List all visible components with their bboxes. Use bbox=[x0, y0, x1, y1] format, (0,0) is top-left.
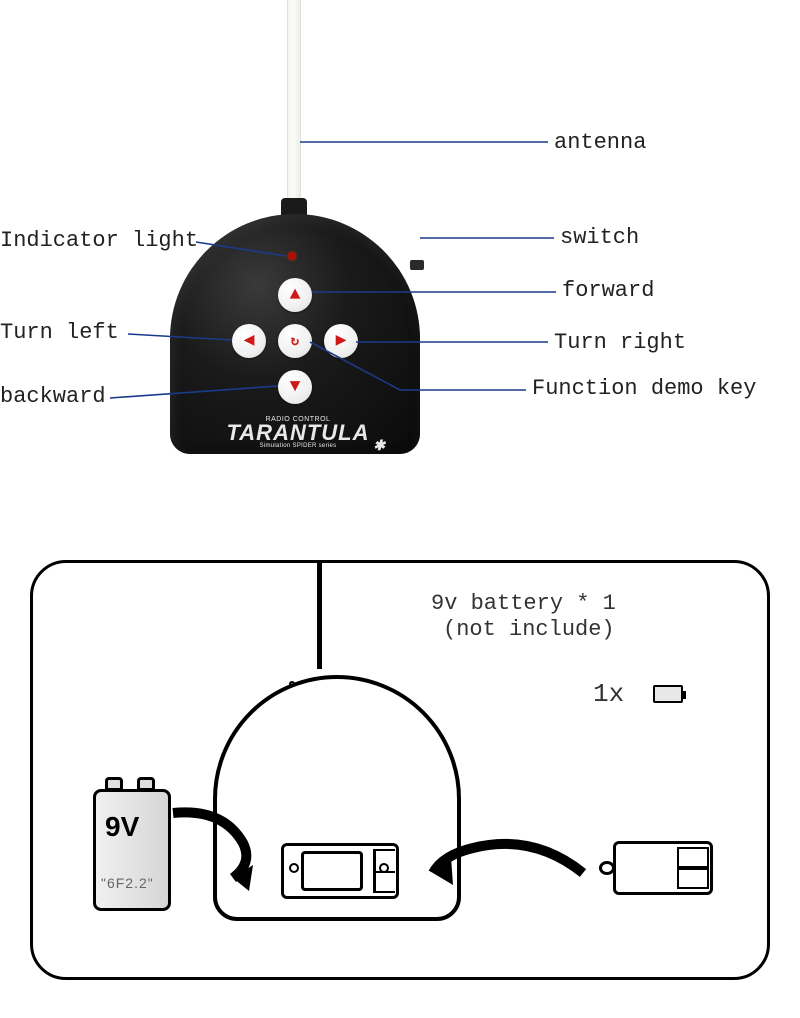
battery-slot bbox=[301, 851, 363, 891]
arrow-right-icon: ▶ bbox=[336, 332, 347, 350]
arrow-left-icon: ◀ bbox=[244, 332, 255, 350]
remote-callout-diagram: ▲ ▼ ◀ ▶ ↻ RADIO CONTROL TARANTULA ✱ Simu… bbox=[0, 0, 800, 540]
demo-icon: ↻ bbox=[291, 333, 299, 350]
antenna bbox=[287, 0, 301, 200]
switch-knob bbox=[410, 260, 424, 270]
spider-icon: ✱ bbox=[373, 439, 386, 452]
outline-indicator bbox=[289, 681, 295, 687]
door-grid bbox=[677, 847, 709, 889]
turn-right-button: ▶ bbox=[324, 324, 358, 358]
leader-lines bbox=[0, 0, 800, 540]
forward-button: ▲ bbox=[278, 278, 312, 312]
label-backward: backward bbox=[0, 384, 106, 409]
label-switch: switch bbox=[560, 225, 639, 250]
battery-note-line2: (not include) bbox=[443, 617, 615, 642]
battery-9v bbox=[93, 789, 171, 911]
brand-title: TARANTULA bbox=[226, 420, 369, 445]
battery-9v-label: 9V bbox=[105, 811, 139, 843]
outline-antenna bbox=[317, 561, 322, 669]
function-demo-button: ↻ bbox=[278, 324, 312, 358]
label-indicator: Indicator light bbox=[0, 228, 198, 253]
compartment-divider bbox=[373, 849, 395, 893]
label-forward: forward bbox=[562, 278, 654, 303]
label-turn-right: Turn right bbox=[554, 330, 686, 355]
indicator-light bbox=[288, 252, 296, 260]
arrow-up-icon: ▲ bbox=[290, 286, 301, 304]
turn-left-button: ◀ bbox=[232, 324, 266, 358]
battery-note-line1: 9v battery * 1 bbox=[431, 591, 616, 616]
label-antenna: antenna bbox=[554, 130, 646, 155]
battery-diagram-panel: 9V "6F2.2" 9v battery * 1 (not include) … bbox=[30, 560, 770, 980]
brand-label: RADIO CONTROL TARANTULA ✱ Simulation SPI… bbox=[218, 416, 378, 449]
insert-arrow-right bbox=[423, 823, 593, 903]
backward-button: ▼ bbox=[278, 370, 312, 404]
battery-small-icon bbox=[653, 685, 683, 703]
battery-code-label: "6F2.2" bbox=[101, 875, 154, 891]
label-turn-left: Turn left bbox=[0, 320, 119, 345]
battery-qty: 1x bbox=[593, 679, 624, 709]
screw-icon bbox=[289, 863, 299, 873]
insert-arrow-left bbox=[163, 803, 273, 893]
door-clip-icon bbox=[599, 861, 615, 875]
label-function-demo: Function demo key bbox=[532, 376, 756, 401]
arrow-down-icon: ▼ bbox=[290, 378, 301, 396]
